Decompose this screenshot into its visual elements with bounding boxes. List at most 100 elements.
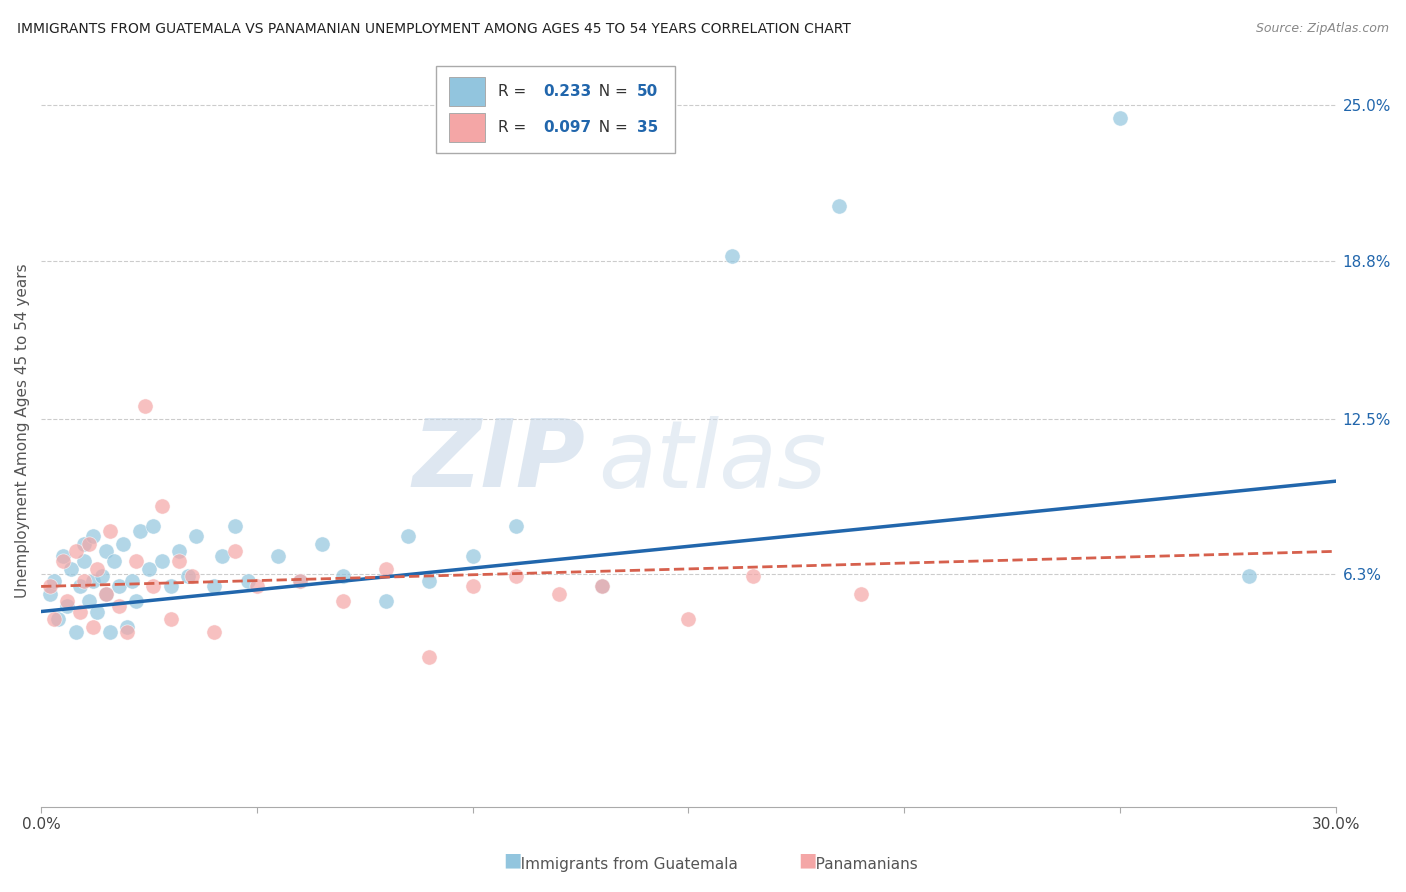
FancyBboxPatch shape [436,66,675,153]
Text: N =: N = [589,120,633,135]
Point [69,605,91,619]
Point [224,519,246,533]
Point [52,554,75,568]
Text: Panamanians: Panamanians [801,857,918,872]
Point [678,612,700,626]
Point [117,624,139,639]
Point [86,562,108,576]
Text: N =: N = [589,84,633,99]
Point [167,544,190,558]
Point [98,524,121,539]
Text: ■: ■ [503,851,522,870]
Point [82,619,104,633]
Point [396,529,419,543]
Point [238,574,260,589]
Point [211,549,233,564]
Text: 35: 35 [637,120,658,135]
Point [56,594,79,608]
Point [77,537,100,551]
Text: Immigrants from Guatemala: Immigrants from Guatemala [506,857,738,872]
FancyBboxPatch shape [449,77,485,105]
Point [107,599,129,614]
Point [73,537,96,551]
Point [167,554,190,568]
Point [150,500,173,514]
Point [125,554,148,568]
Point [52,549,75,564]
Point [94,544,117,558]
Point [461,579,484,593]
Point [73,554,96,568]
Point [1239,569,1261,583]
Point [418,649,440,664]
Point [121,574,143,589]
Point [332,594,354,608]
Point [73,574,96,589]
Point [48,612,70,626]
Point [125,594,148,608]
Point [332,569,354,583]
Text: ZIP: ZIP [412,415,585,508]
Point [117,619,139,633]
Text: IMMIGRANTS FROM GUATEMALA VS PANAMANIAN UNEMPLOYMENT AMONG AGES 45 TO 54 YEARS C: IMMIGRANTS FROM GUATEMALA VS PANAMANIAN … [17,22,851,37]
Point [181,569,204,583]
Point [828,198,851,212]
Point [90,569,112,583]
Point [65,624,87,639]
Point [591,579,613,593]
Point [548,587,571,601]
Point [94,587,117,601]
Point [224,544,246,558]
Point [202,579,225,593]
Point [591,579,613,593]
Point [107,579,129,593]
Point [849,587,872,601]
Point [311,537,333,551]
Point [159,579,181,593]
Text: 50: 50 [637,84,658,99]
Point [142,579,165,593]
Point [82,574,104,589]
Text: R =: R = [498,120,531,135]
Point [142,519,165,533]
Point [1109,111,1132,125]
Text: 0.233: 0.233 [543,84,592,99]
Point [177,569,200,583]
Point [375,594,398,608]
FancyBboxPatch shape [449,113,485,142]
Point [69,579,91,593]
Point [42,612,65,626]
Point [505,519,527,533]
Point [150,554,173,568]
Point [202,624,225,639]
Point [98,624,121,639]
Point [82,529,104,543]
Point [138,562,160,576]
Point [418,574,440,589]
Point [159,612,181,626]
Point [60,562,83,576]
Point [375,562,398,576]
Point [288,574,311,589]
Point [103,554,125,568]
Point [134,399,156,413]
Point [112,537,135,551]
Point [186,529,208,543]
Point [65,544,87,558]
Text: R =: R = [498,84,531,99]
Text: atlas: atlas [598,416,827,507]
Point [267,549,290,564]
Point [461,549,484,564]
Text: Source: ZipAtlas.com: Source: ZipAtlas.com [1256,22,1389,36]
Point [742,569,765,583]
Point [86,605,108,619]
Point [720,249,742,263]
Text: ■: ■ [799,851,817,870]
Point [246,579,269,593]
Point [56,599,79,614]
Point [288,574,311,589]
Text: 0.097: 0.097 [543,120,592,135]
Y-axis label: Unemployment Among Ages 45 to 54 years: Unemployment Among Ages 45 to 54 years [15,264,30,599]
Point [38,579,60,593]
Point [129,524,152,539]
